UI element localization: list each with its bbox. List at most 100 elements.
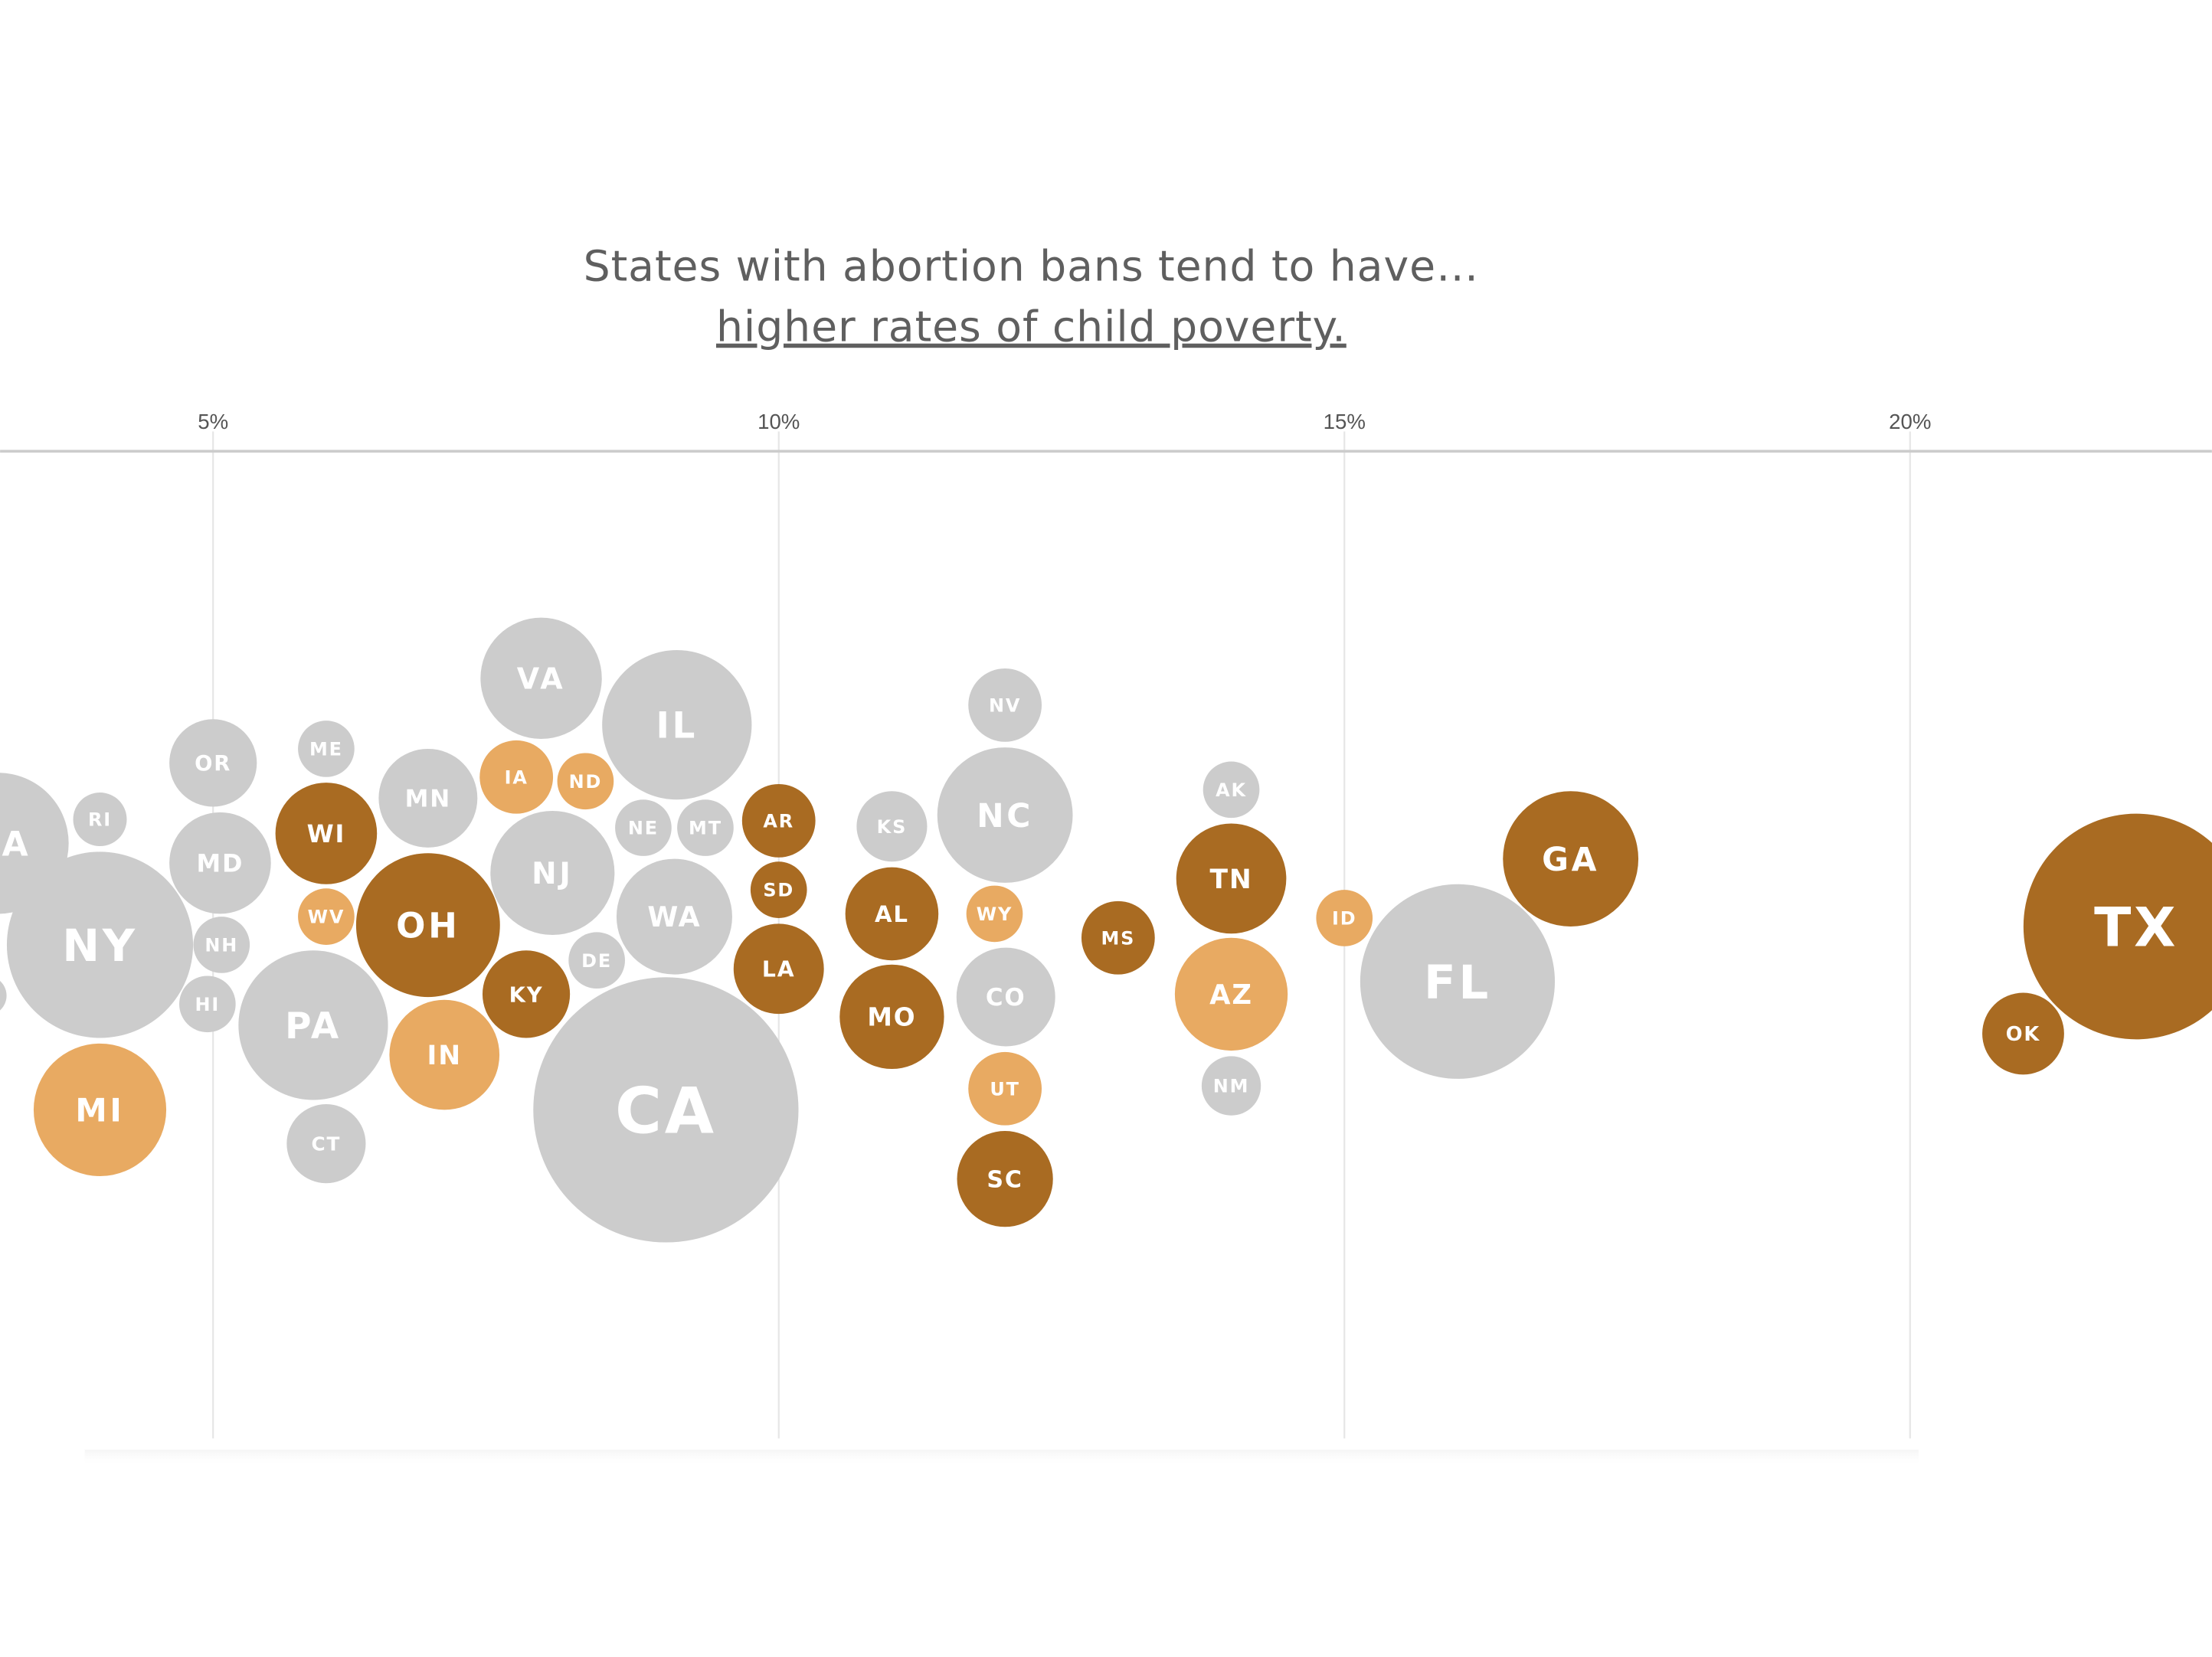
bubble-hi[interactable]: HI [179, 976, 236, 1033]
bubble-tn[interactable]: TN [1176, 823, 1287, 934]
bubble-ms[interactable]: MS [1081, 900, 1155, 975]
bubble-circle[interactable] [1203, 761, 1260, 819]
bubble-oh[interactable]: OH [355, 853, 500, 998]
bubble-circle[interactable] [1174, 937, 1288, 1051]
bubble-ne[interactable]: NE [615, 799, 672, 856]
bubble-circle[interactable] [533, 977, 799, 1243]
bubble-fl[interactable]: FL [1360, 884, 1556, 1079]
bubble-circle[interactable] [741, 783, 816, 858]
bubble-circle[interactable] [616, 858, 732, 975]
bubble-ct[interactable]: CT [286, 1104, 366, 1184]
bubble-circle[interactable] [482, 950, 571, 1038]
bubble-label: DE [581, 950, 612, 972]
bubble-circle[interactable] [33, 1043, 167, 1176]
bubble-circle[interactable] [1176, 823, 1287, 934]
bubble-ut[interactable]: UT [968, 1051, 1042, 1126]
bubble-circle[interactable] [275, 783, 378, 884]
bubble-circle[interactable] [73, 793, 127, 847]
bubble-ca[interactable]: CA [533, 977, 799, 1243]
bubble-ny[interactable]: NY [6, 851, 194, 1038]
bubble-circle[interactable] [557, 753, 614, 810]
bubble-co[interactable]: CO [956, 947, 1055, 1047]
bubble-circle[interactable] [169, 719, 257, 807]
bubble-ri[interactable]: RI [73, 793, 127, 847]
bubble-nm[interactable]: NM [1201, 1056, 1261, 1116]
bubble-nc[interactable]: NC [937, 747, 1073, 883]
bubble-nj[interactable]: NJ [490, 810, 615, 936]
bubble-md[interactable]: MD [169, 812, 271, 914]
chart-subtitle[interactable]: higher rates of child poverty. [716, 303, 1347, 352]
bubble-circle[interactable] [479, 740, 554, 814]
bubble-il[interactable]: IL [602, 650, 752, 800]
bubble-circle[interactable] [298, 721, 355, 777]
bubble-va[interactable]: VA [480, 617, 602, 740]
bubble-circle[interactable] [968, 668, 1042, 742]
bubble-circle[interactable] [355, 853, 500, 998]
bubble-circle[interactable] [1081, 900, 1155, 975]
bubble-ok[interactable]: OK [1982, 992, 2064, 1075]
bubble-la[interactable]: LA [733, 923, 824, 1015]
bubble-circle[interactable] [286, 1104, 366, 1184]
bubble-wv[interactable]: WV [298, 888, 355, 945]
bubble-ar[interactable]: AR [741, 783, 816, 858]
bubble-circle[interactable] [1360, 884, 1556, 1079]
bubble-nv[interactable]: NV [968, 668, 1042, 742]
bubble-circle[interactable] [490, 810, 615, 936]
bubble-circle[interactable] [856, 791, 928, 862]
bubble-circle[interactable] [968, 1051, 1042, 1126]
bubble-nd[interactable]: ND [557, 753, 614, 810]
bubble-circle[interactable] [179, 976, 236, 1033]
bubble-sd[interactable]: SD [750, 861, 807, 918]
bubble-circle[interactable] [677, 799, 734, 856]
bubble-ks[interactable]: KS [856, 791, 928, 862]
bubble-ga[interactable]: GA [1503, 791, 1639, 927]
bubble-de[interactable]: DE [568, 932, 625, 989]
bubble-mo[interactable]: MO [839, 964, 944, 1070]
bubble-wy[interactable]: WY [966, 885, 1023, 943]
bubble-circle[interactable] [845, 867, 939, 961]
bubble-wa[interactable]: WA [616, 858, 732, 975]
bubble-circle[interactable] [389, 999, 500, 1110]
bubble-circle[interactable] [6, 851, 194, 1038]
bubble-mn[interactable]: MN [378, 748, 478, 848]
bubble-circle[interactable] [298, 888, 355, 945]
bubble-mt[interactable]: MT [677, 799, 734, 856]
bubble-circle[interactable] [568, 932, 625, 989]
bubble-circle[interactable] [0, 976, 7, 1015]
bubble-al[interactable]: AL [845, 867, 939, 961]
bubble-unlabeled[interactable] [0, 976, 7, 1015]
bubble-circle[interactable] [937, 747, 1073, 883]
bubble-nh[interactable]: NH [193, 917, 250, 973]
bubble-circle[interactable] [966, 885, 1023, 943]
bubble-circle[interactable] [238, 950, 388, 1100]
bubble-mi[interactable]: MI [33, 1043, 167, 1176]
bubble-me[interactable]: ME [298, 721, 355, 777]
bubble-wi[interactable]: WI [275, 783, 378, 884]
bubble-circle[interactable] [839, 964, 944, 1070]
bubble-circle[interactable] [602, 650, 752, 800]
bubble-circle[interactable] [733, 923, 824, 1015]
bubble-id[interactable]: ID [1316, 890, 1373, 946]
bubble-or[interactable]: OR [169, 719, 257, 807]
bubble-circle[interactable] [750, 861, 807, 918]
bubble-pa[interactable]: PA [238, 950, 388, 1100]
bubble-ak[interactable]: AK [1203, 761, 1260, 819]
bubble-circle[interactable] [957, 1131, 1053, 1227]
bubble-ky[interactable]: KY [482, 950, 571, 1038]
bubble-sc[interactable]: SC [957, 1131, 1053, 1227]
bubble-in[interactable]: IN [389, 999, 500, 1110]
bubble-circle[interactable] [480, 617, 602, 740]
bubble-tx[interactable]: TX [2023, 813, 2212, 1040]
bubble-circle[interactable] [1201, 1056, 1261, 1116]
bubble-az[interactable]: AZ [1174, 937, 1288, 1051]
bubble-circle[interactable] [1316, 890, 1373, 946]
bubble-circle[interactable] [1503, 791, 1639, 927]
bubble-circle[interactable] [2023, 813, 2212, 1040]
bubble-circle[interactable] [956, 947, 1055, 1047]
bubble-circle[interactable] [1982, 992, 2064, 1075]
bubble-circle[interactable] [378, 748, 478, 848]
bubble-ia[interactable]: IA [479, 740, 554, 814]
bubble-circle[interactable] [615, 799, 672, 856]
bubble-circle[interactable] [169, 812, 271, 914]
bubble-circle[interactable] [193, 917, 250, 973]
